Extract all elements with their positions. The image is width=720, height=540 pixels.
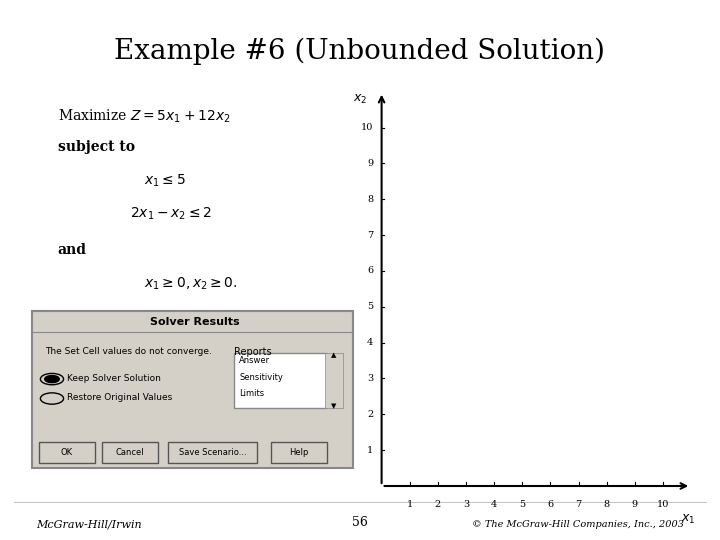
Text: 5: 5: [519, 501, 526, 509]
Text: © The McGraw-Hill Companies, Inc., 2003: © The McGraw-Hill Companies, Inc., 2003: [472, 520, 684, 529]
Text: Answer: Answer: [239, 356, 270, 366]
Text: 8: 8: [367, 195, 373, 204]
Text: 3: 3: [463, 501, 469, 509]
Text: 6: 6: [547, 501, 554, 509]
Text: 10: 10: [657, 501, 670, 509]
Text: Limits: Limits: [239, 389, 264, 398]
Text: 9: 9: [367, 159, 373, 168]
Text: 5: 5: [367, 302, 373, 312]
Text: Restore Original Values: Restore Original Values: [67, 393, 172, 402]
Text: 6: 6: [367, 266, 373, 275]
Text: 1: 1: [367, 446, 373, 455]
Text: ▼: ▼: [331, 403, 337, 410]
Text: 2: 2: [367, 410, 373, 419]
FancyBboxPatch shape: [39, 442, 95, 463]
Text: $x_1 \geq 0, x_2 \geq 0.$: $x_1 \geq 0, x_2 \geq 0.$: [144, 275, 238, 292]
Text: Save Scenario...: Save Scenario...: [179, 448, 246, 457]
Text: $x_1$: $x_1$: [681, 513, 696, 526]
FancyBboxPatch shape: [325, 353, 343, 408]
Circle shape: [45, 375, 59, 383]
Text: 56: 56: [352, 516, 368, 529]
FancyBboxPatch shape: [32, 311, 354, 468]
Text: 9: 9: [632, 501, 638, 509]
Text: Example #6 (Unbounded Solution): Example #6 (Unbounded Solution): [114, 38, 606, 65]
FancyBboxPatch shape: [234, 353, 327, 408]
Text: Maximize $Z = 5x_1 + 12x_2$: Maximize $Z = 5x_1 + 12x_2$: [58, 108, 230, 125]
Text: Help: Help: [289, 448, 308, 457]
Text: subject to: subject to: [58, 140, 135, 154]
Text: OK: OK: [60, 448, 73, 457]
FancyBboxPatch shape: [271, 442, 327, 463]
Text: 2: 2: [435, 501, 441, 509]
Text: Cancel: Cancel: [115, 448, 144, 457]
Text: Keep Solver Solution: Keep Solver Solution: [67, 374, 161, 383]
Text: $x_1 \leq 5$: $x_1 \leq 5$: [144, 173, 186, 189]
Text: 7: 7: [575, 501, 582, 509]
Text: Reports: Reports: [234, 347, 271, 357]
Text: ▲: ▲: [331, 352, 337, 358]
FancyBboxPatch shape: [168, 442, 257, 463]
Text: $x_2$: $x_2$: [354, 92, 367, 105]
Text: 4: 4: [491, 501, 498, 509]
FancyBboxPatch shape: [102, 442, 158, 463]
Text: $2x_1 - x_2 \leq 2$: $2x_1 - x_2 \leq 2$: [130, 205, 212, 221]
Text: 1: 1: [407, 501, 413, 509]
Text: Solver Results: Solver Results: [150, 316, 239, 327]
Text: 7: 7: [367, 231, 373, 240]
Text: 3: 3: [367, 374, 373, 383]
Text: The Set Cell values do not converge.: The Set Cell values do not converge.: [45, 347, 212, 356]
Text: 4: 4: [367, 338, 373, 347]
Text: 10: 10: [361, 123, 373, 132]
Text: McGraw-Hill/Irwin: McGraw-Hill/Irwin: [36, 519, 142, 529]
Text: 8: 8: [603, 501, 610, 509]
Text: and: and: [58, 243, 86, 257]
Text: Sensitivity: Sensitivity: [239, 373, 283, 382]
